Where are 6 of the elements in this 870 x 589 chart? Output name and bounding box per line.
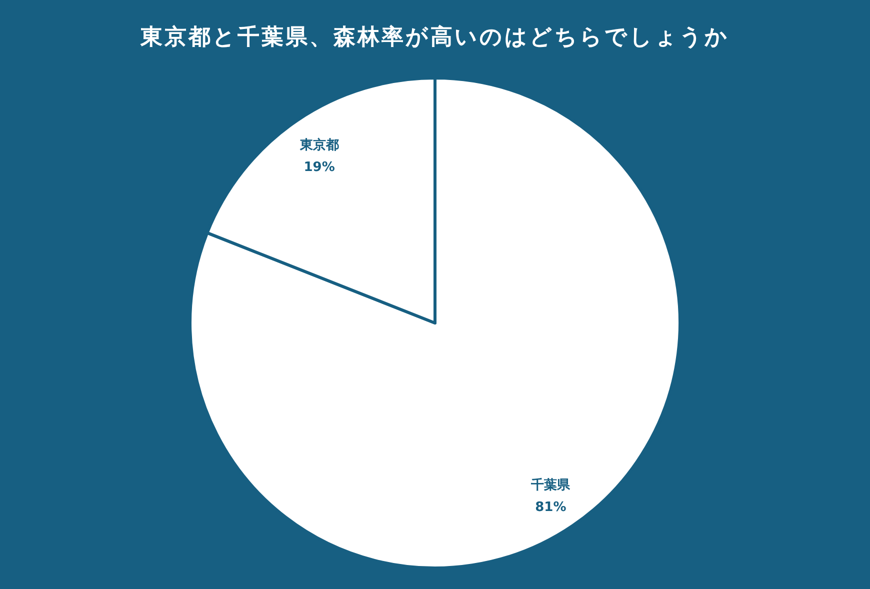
slice-label: 千葉県	[530, 477, 572, 494]
slice-label: 東京都	[298, 136, 339, 153]
data-label: 19%	[304, 160, 335, 175]
chart-title: 東京都と千葉県、森林率が高いのはどちらでしょうか	[140, 24, 730, 50]
pie-slice	[188, 76, 682, 570]
data-label: 81%	[535, 500, 566, 516]
